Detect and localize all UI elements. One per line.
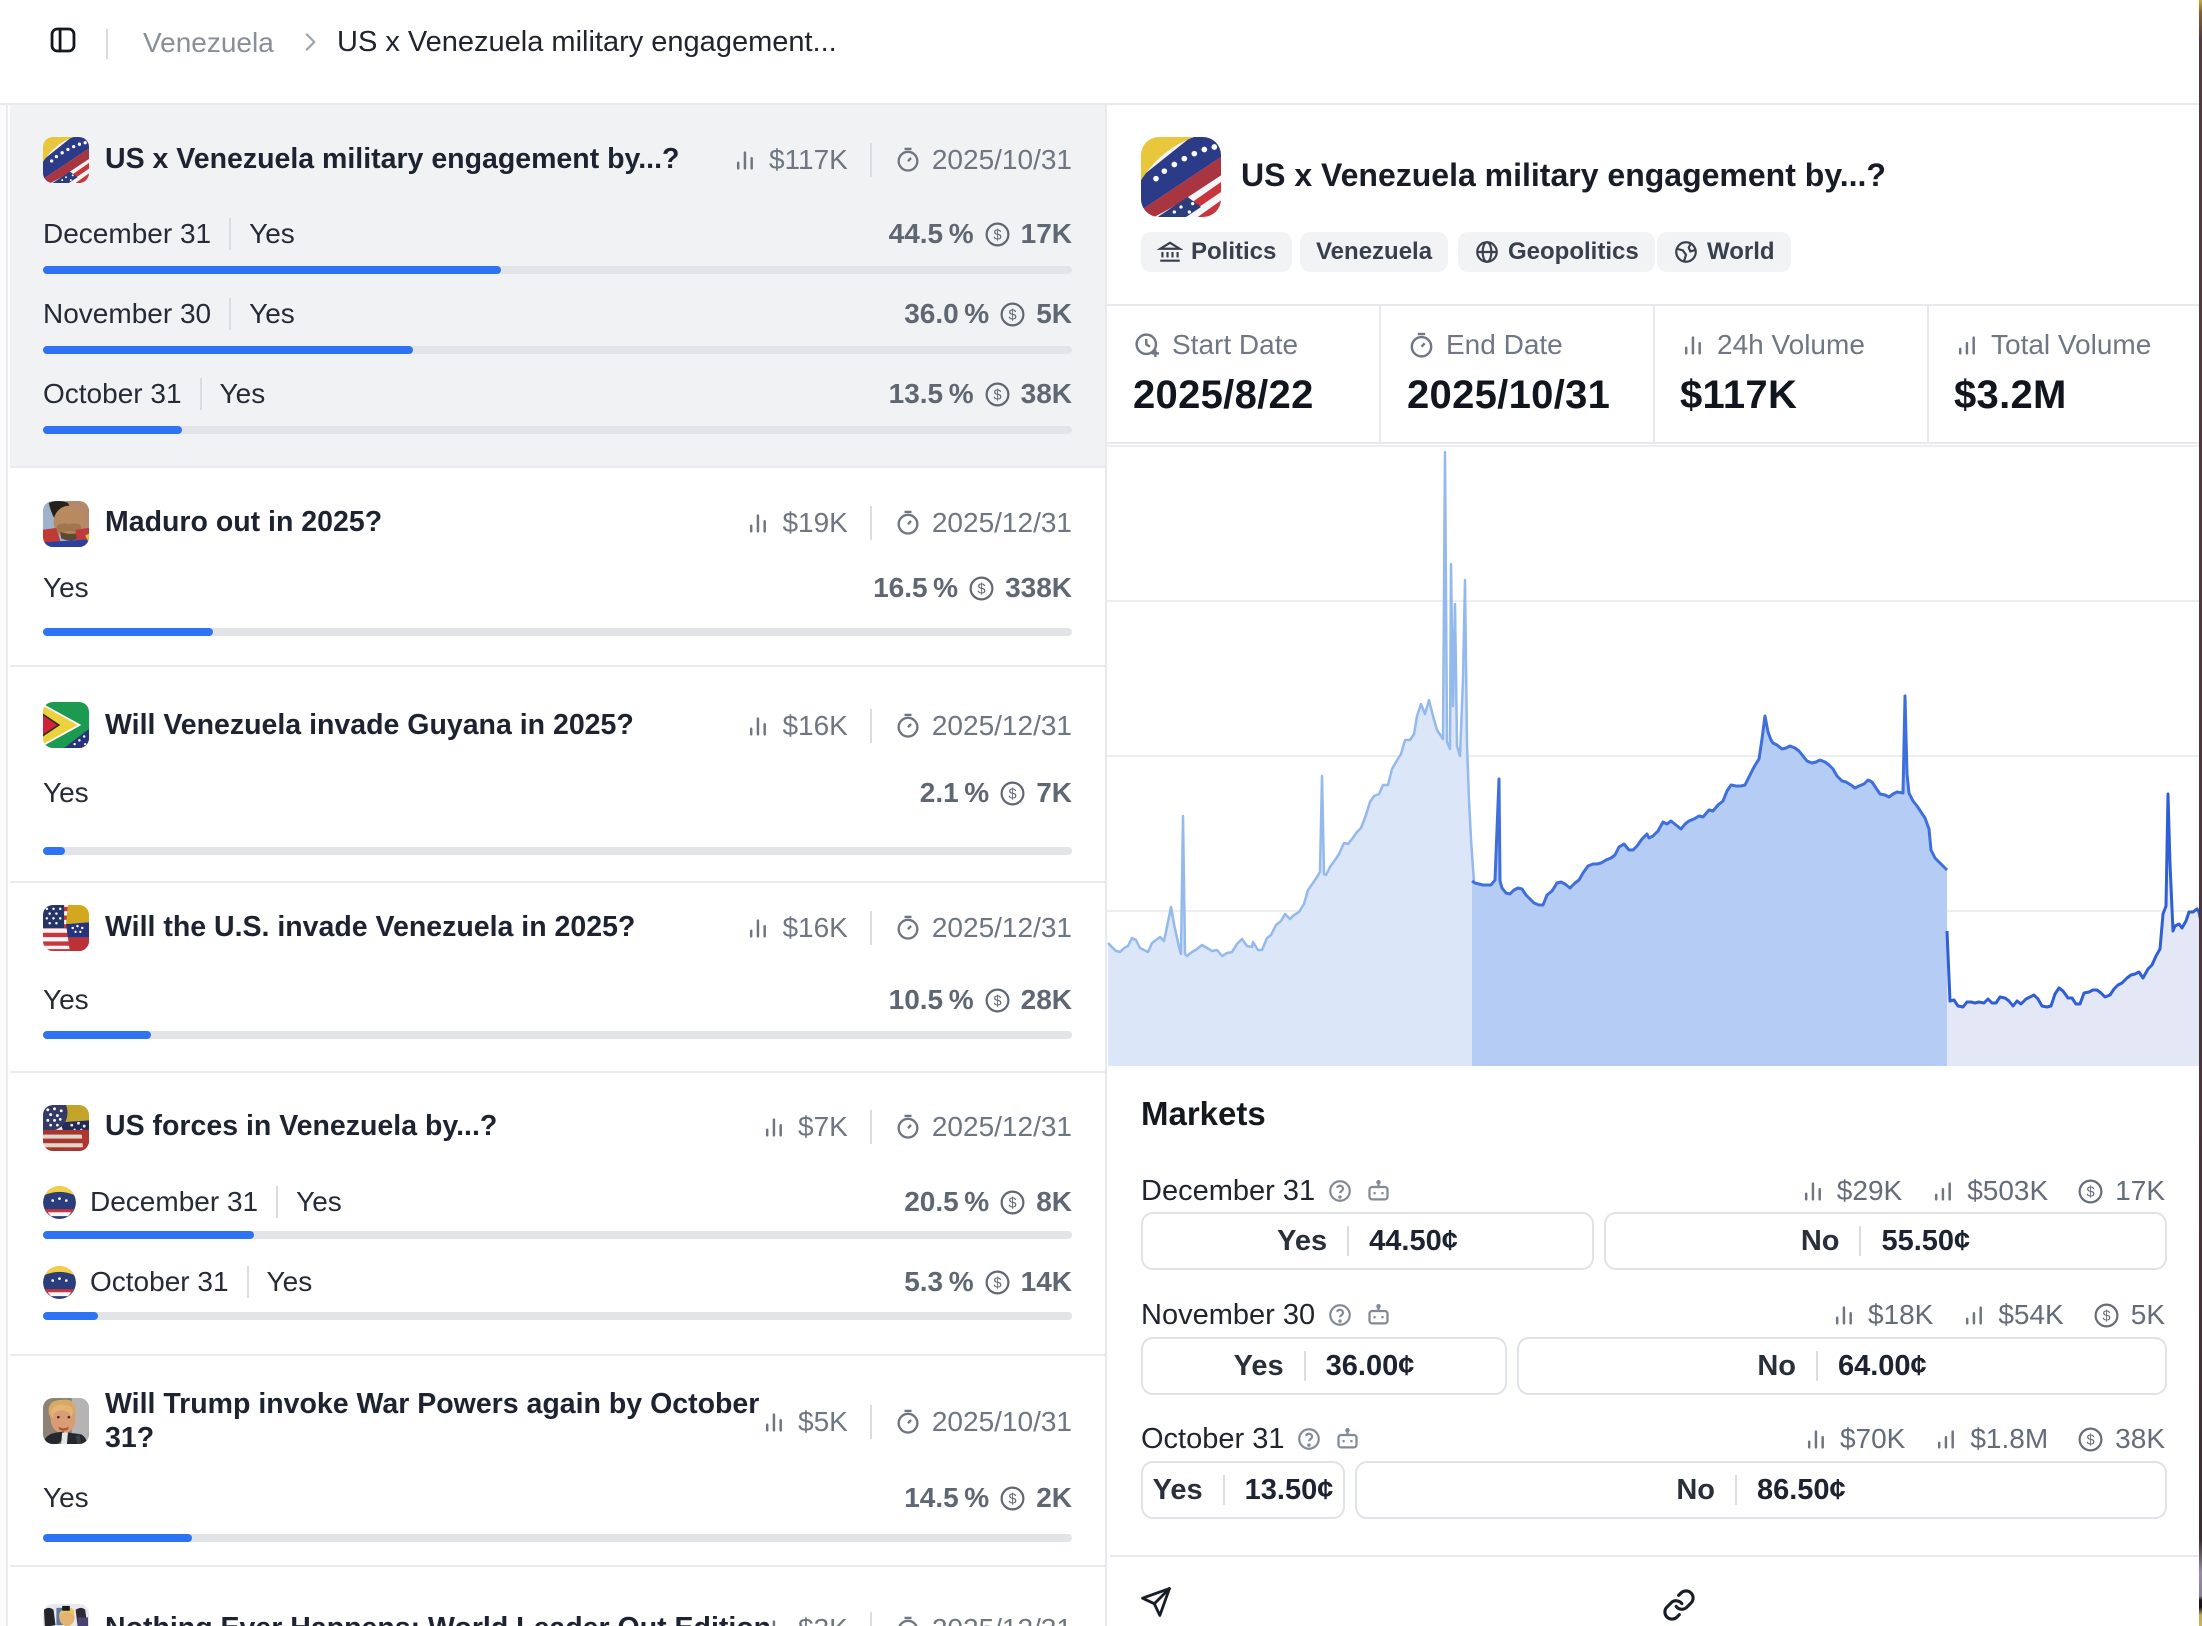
svg-text:$: $ — [2087, 1184, 2095, 1200]
svg-text:$: $ — [2087, 1432, 2095, 1448]
svg-text:$: $ — [1009, 1195, 1017, 1211]
svg-text:$: $ — [993, 227, 1001, 243]
svg-text:$: $ — [2102, 1308, 2110, 1324]
svg-text:$: $ — [993, 993, 1001, 1009]
svg-text:$: $ — [1009, 307, 1017, 323]
svg-text:$: $ — [1009, 1491, 1017, 1507]
svg-text:$: $ — [978, 581, 986, 597]
svg-text:$: $ — [1009, 786, 1017, 802]
svg-text:$: $ — [993, 1275, 1001, 1291]
svg-text:$: $ — [993, 387, 1001, 403]
